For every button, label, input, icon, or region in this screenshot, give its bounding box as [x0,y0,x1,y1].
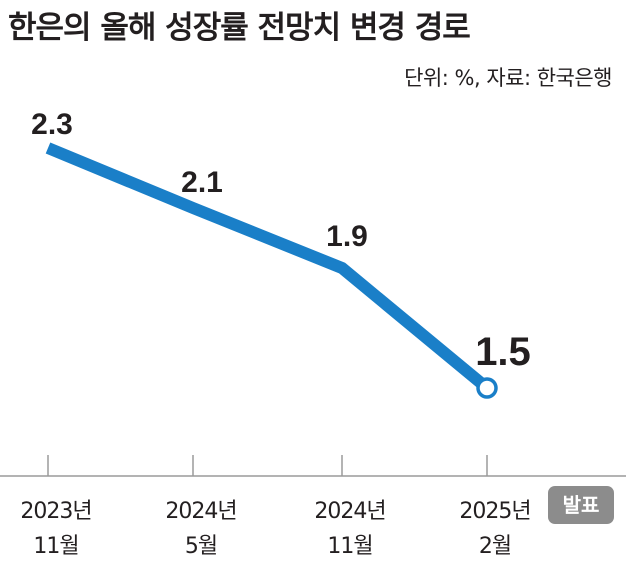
source-note: 단위: %, 자료: 한국은행 [404,66,612,90]
announcement-badge: 발표 [548,486,614,524]
x-tick-label-2-month: 11월 [327,534,372,559]
data-label-3: 1.5 [475,330,531,374]
x-tick-label-1-year: 2024년 [165,499,236,524]
data-label-0: 2.3 [31,108,73,141]
badge-label: 발표 [563,493,600,517]
series-line [45,142,491,393]
x-tick-label-1-month: 5월 [185,534,217,559]
x-tick-label-2-year: 2024년 [314,499,385,524]
last-point-marker [476,377,498,399]
chart-title: 한은의 올해 성장률 전망치 변경 경로 [8,10,471,46]
x-tick-label-0-month: 11월 [33,534,78,559]
x-tick-label-0-year: 2023년 [20,499,91,524]
data-label-1: 2.1 [181,166,223,199]
x-tick-label-3-year: 2025년 [459,499,530,524]
x-tick-label-3-month: 2월 [479,534,511,559]
data-label-2: 1.9 [326,220,368,253]
badge-background [548,486,614,524]
